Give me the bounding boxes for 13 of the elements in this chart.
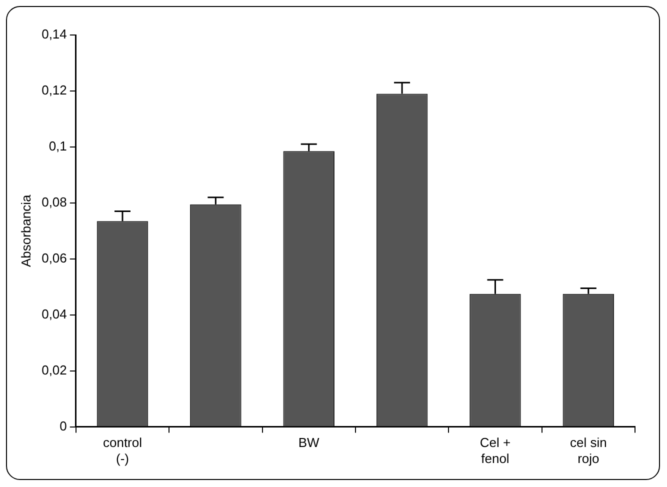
x-tick-label: control (-) [102,435,142,466]
y-tick-label: 0,14 [42,26,67,42]
y-axis-title: Absorbancia [18,194,34,268]
y-tick-label: 0,08 [42,194,67,210]
x-tick-label: cel sin rojo [570,435,607,466]
y-tick-label: 0 [60,418,67,434]
y-tick-label: 0,04 [42,306,67,322]
y-tick-label: 0,12 [42,82,67,98]
y-tick-label: 0,06 [42,250,67,266]
x-tick-label: Cel + fenol [480,435,511,466]
y-tick-label: 0,1 [48,138,67,154]
x-tick-label: BW [298,435,320,450]
y-tick-label: 0,02 [42,362,67,378]
